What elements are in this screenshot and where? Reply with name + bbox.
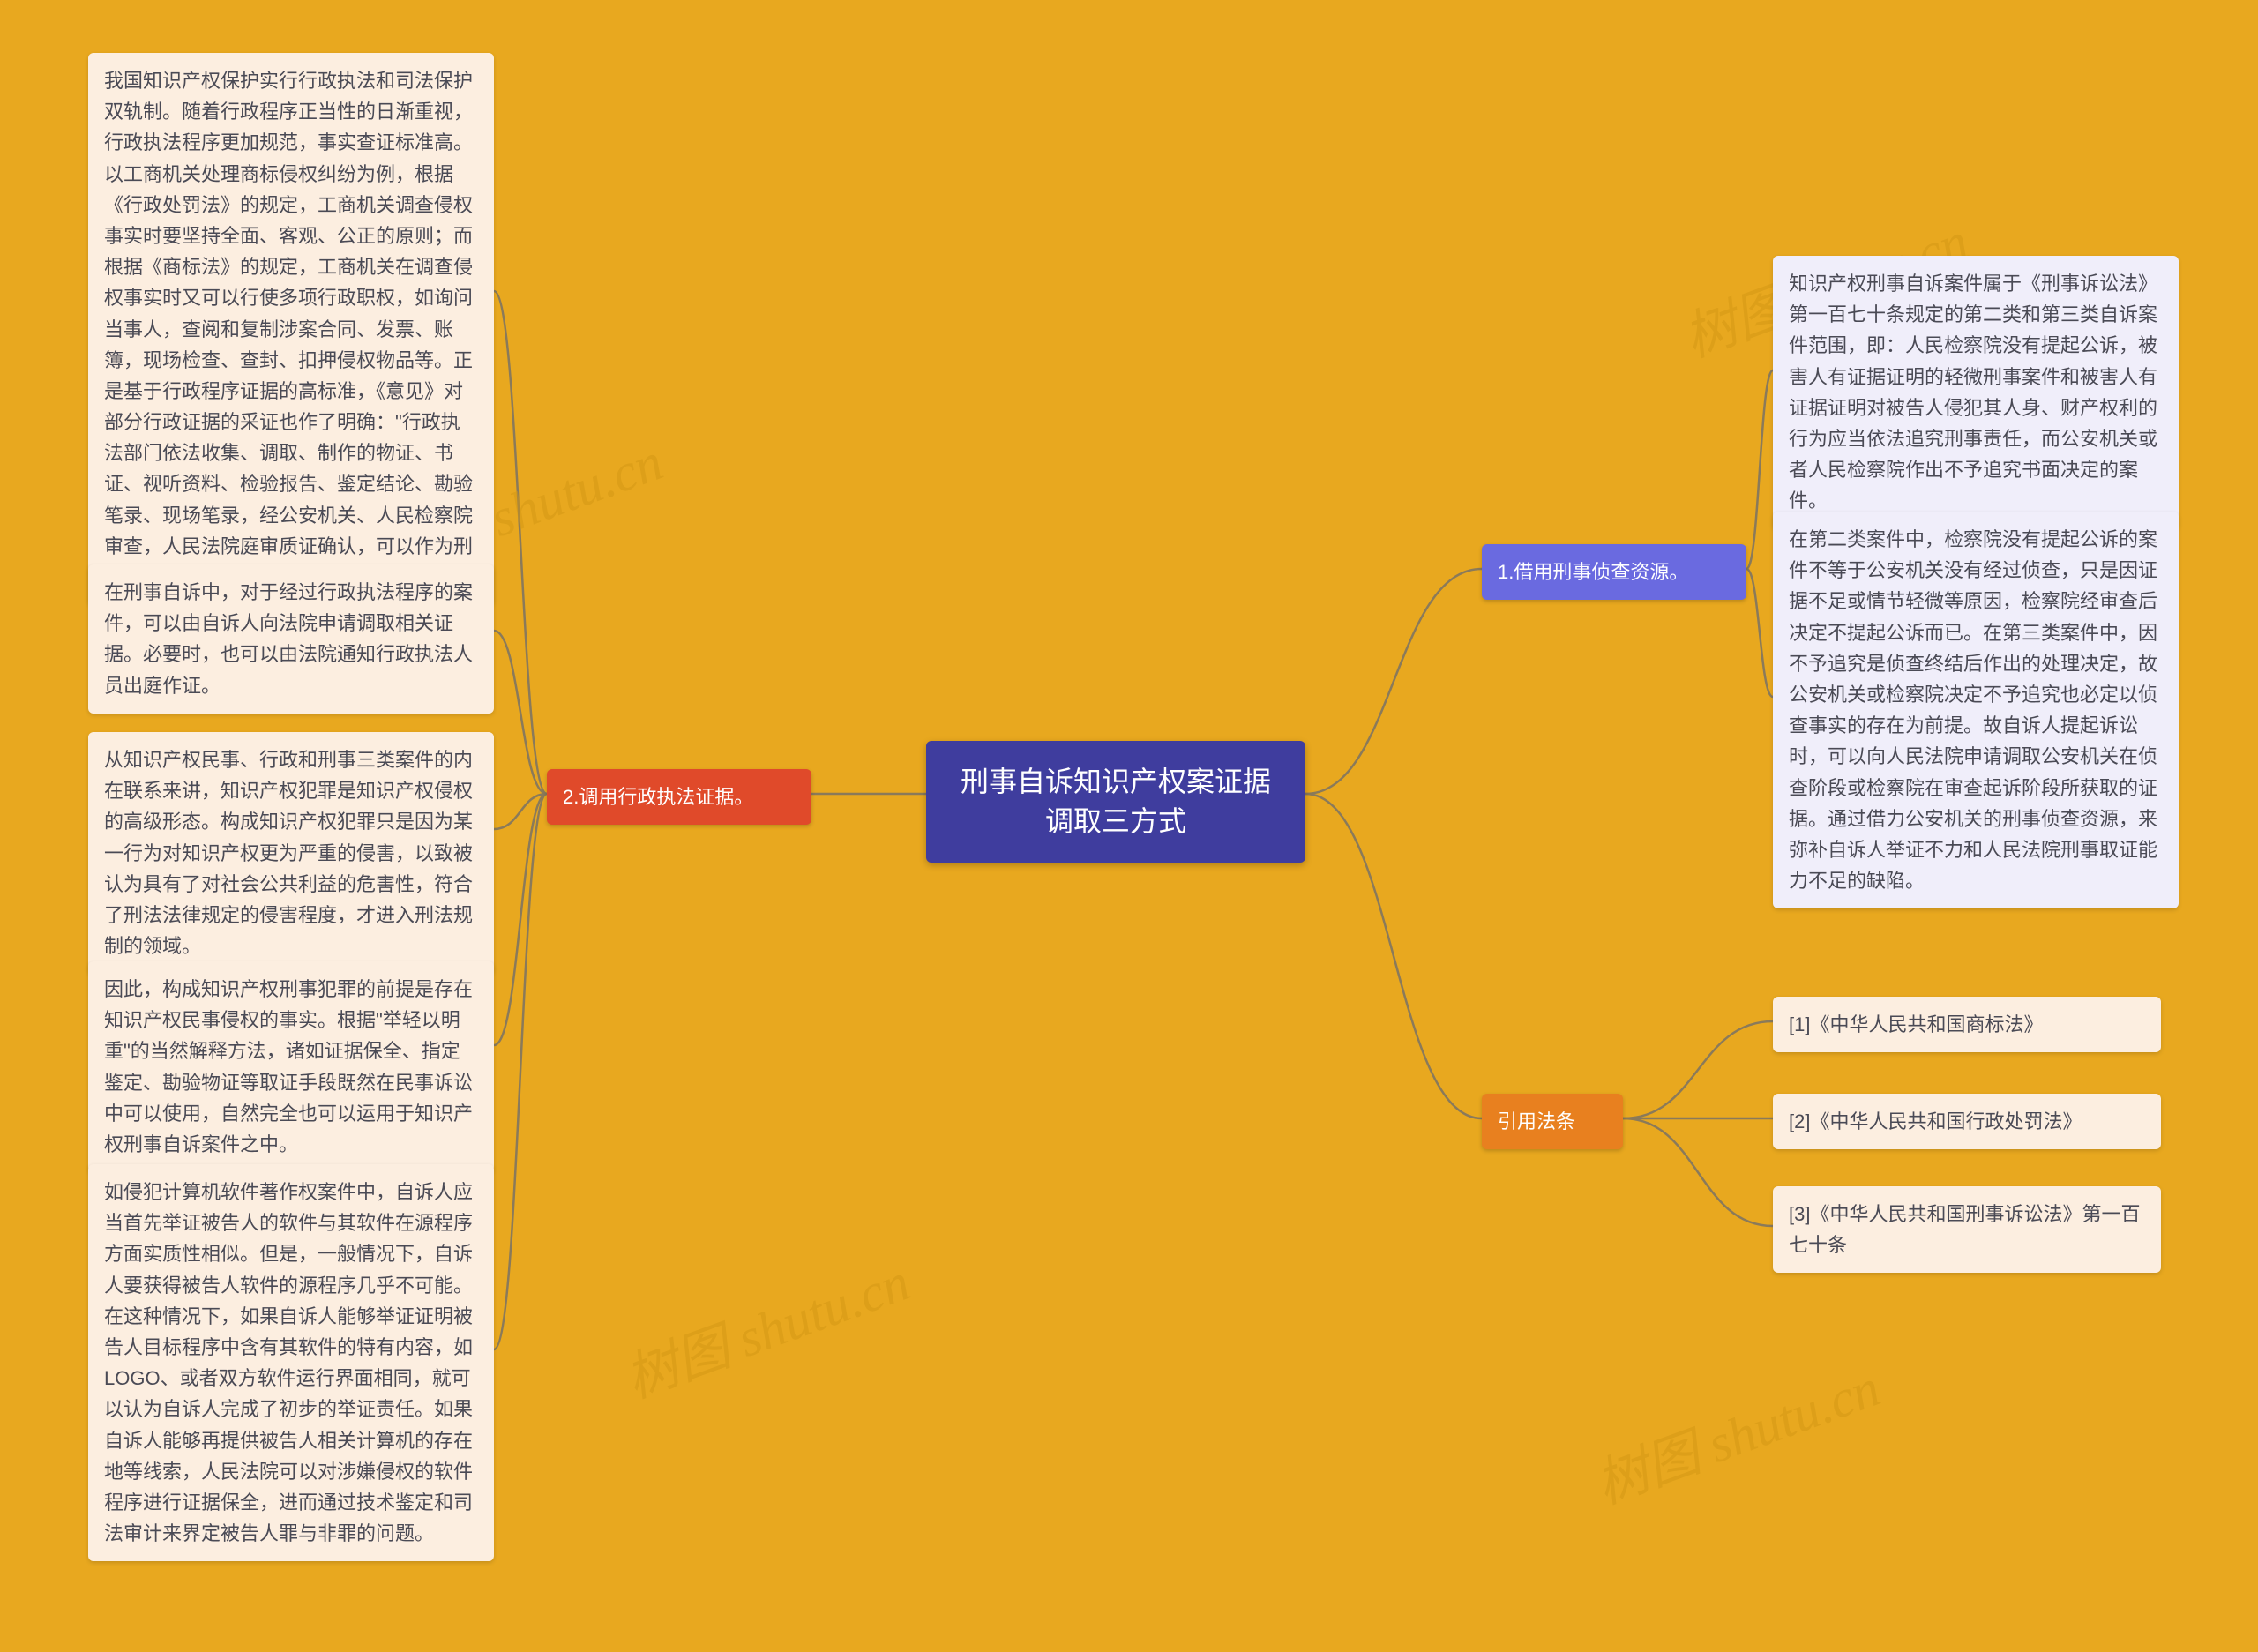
center-line2: 调取三方式 [953,802,1279,841]
branch-3-leaf-1: [2]《中华人民共和国行政处罚法》 [1773,1094,2161,1149]
branch-1-leaf-1: 在第二类案件中，检察院没有提起公诉的案件不等于公安机关没有经过侦查，只是因证据不… [1773,512,2179,908]
watermark: 树图 shutu.cn [1583,1345,1888,1519]
branch-2: 2.调用行政执法证据。 [547,769,811,825]
branch-1-leaf-0: 知识产权刑事自诉案件属于《刑事诉讼法》第一百七十条规定的第二类和第三类自诉案件范… [1773,256,2179,529]
branch-2-leaf-4: 如侵犯计算机软件著作权案件中，自诉人应当首先举证被告人的软件与其软件在源程序方面… [88,1164,494,1561]
center-line1: 刑事自诉知识产权案证据 [953,762,1279,802]
branch-3: 引用法条 [1482,1094,1623,1149]
branch-3-leaf-2: [3]《中华人民共和国刑事诉讼法》第一百七十条 [1773,1186,2161,1273]
watermark: 树图 shutu.cn [613,1239,918,1413]
center-node: 刑事自诉知识产权案证据 调取三方式 [926,741,1305,863]
branch-3-leaf-0: [1]《中华人民共和国商标法》 [1773,997,2161,1052]
branch-1: 1.借用刑事侦查资源。 [1482,544,1746,600]
branch-2-leaf-0: 我国知识产权保护实行行政执法和司法保护双轨制。随着行政程序正当性的日渐重视，行政… [88,53,494,605]
branch-2-leaf-3: 因此，构成知识产权刑事犯罪的前提是存在知识产权民事侵权的事实。根据"举轻以明重"… [88,961,494,1172]
branch-2-leaf-2: 从知识产权民事、行政和刑事三类案件的内在联系来讲，知识产权犯罪是知识产权侵权的高… [88,732,494,974]
branch-2-leaf-1: 在刑事自诉中，对于经过行政执法程序的案件，可以由自诉人向法院申请调取相关证据。必… [88,564,494,714]
